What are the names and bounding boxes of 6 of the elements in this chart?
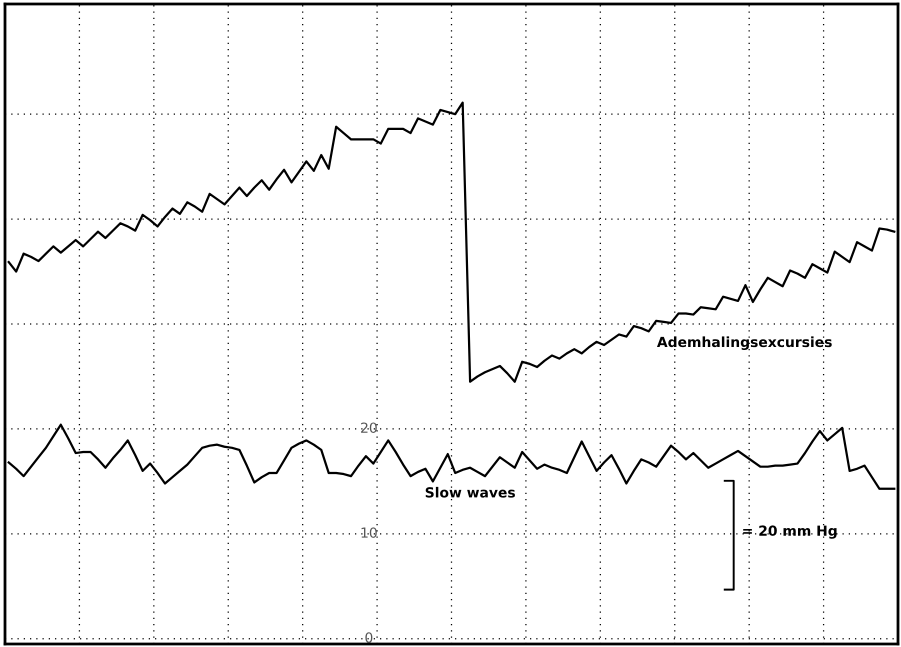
series-label: Ademhalingsexcursies <box>656 336 832 350</box>
annotation: = 20 mm Hg <box>743 525 837 539</box>
y-tick-label: 10 <box>362 527 377 538</box>
y-tick-label: 20 <box>361 422 377 433</box>
series-label: Slow waves <box>426 486 515 498</box>
y-tick-label: 0 <box>365 632 372 643</box>
